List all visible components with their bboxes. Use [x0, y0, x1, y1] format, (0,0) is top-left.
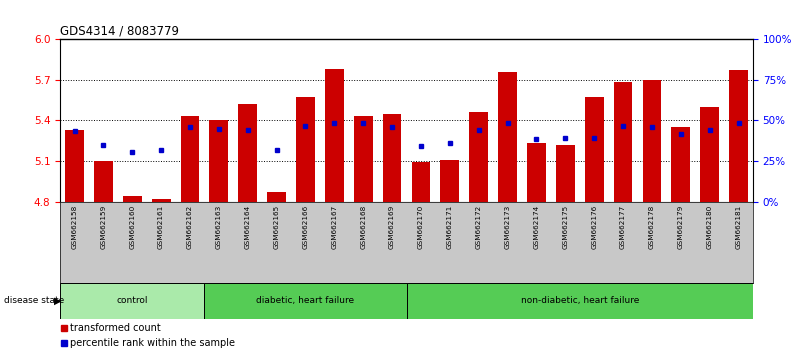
Bar: [498, 72, 517, 202]
Bar: [210, 120, 228, 202]
Bar: [204, 283, 406, 319]
Text: GSM662165: GSM662165: [274, 205, 280, 249]
Text: diabetic, heart failure: diabetic, heart failure: [256, 296, 355, 306]
Text: GSM662177: GSM662177: [620, 205, 626, 249]
Text: GSM662161: GSM662161: [158, 205, 164, 249]
Bar: [406, 283, 753, 319]
Bar: [268, 192, 286, 202]
Text: GSM662158: GSM662158: [71, 205, 78, 249]
Bar: [325, 69, 344, 202]
Text: GSM662172: GSM662172: [476, 205, 481, 249]
Text: control: control: [116, 296, 148, 306]
Bar: [354, 116, 372, 202]
Text: GSM662159: GSM662159: [100, 205, 107, 249]
Bar: [60, 283, 204, 319]
Bar: [729, 70, 748, 202]
Bar: [383, 114, 401, 202]
Bar: [441, 160, 459, 202]
Text: GSM662176: GSM662176: [591, 205, 598, 249]
Text: GSM662164: GSM662164: [245, 205, 251, 249]
Text: GSM662181: GSM662181: [735, 205, 742, 249]
Text: GSM662178: GSM662178: [649, 205, 655, 249]
Text: GSM662168: GSM662168: [360, 205, 366, 249]
Bar: [700, 107, 719, 202]
Text: GSM662175: GSM662175: [562, 205, 568, 249]
Bar: [151, 199, 171, 202]
Text: non-diabetic, heart failure: non-diabetic, heart failure: [521, 296, 639, 306]
Bar: [614, 82, 633, 202]
Text: GSM662167: GSM662167: [332, 205, 337, 249]
Text: GSM662166: GSM662166: [303, 205, 308, 249]
Text: GSM662170: GSM662170: [418, 205, 424, 249]
Text: GSM662163: GSM662163: [215, 205, 222, 249]
Text: GSM662171: GSM662171: [447, 205, 453, 249]
Bar: [585, 97, 603, 202]
Bar: [180, 116, 199, 202]
Text: GSM662160: GSM662160: [129, 205, 135, 249]
Bar: [412, 162, 430, 202]
Bar: [642, 80, 662, 202]
Text: GSM662179: GSM662179: [678, 205, 684, 249]
Text: GSM662180: GSM662180: [706, 205, 713, 249]
Text: GSM662169: GSM662169: [389, 205, 395, 249]
Bar: [123, 196, 142, 202]
Text: GDS4314 / 8083779: GDS4314 / 8083779: [60, 25, 179, 38]
Text: GSM662162: GSM662162: [187, 205, 193, 249]
Bar: [527, 143, 545, 202]
Text: GSM662174: GSM662174: [533, 205, 539, 249]
Bar: [296, 97, 315, 202]
Bar: [65, 130, 84, 202]
Text: disease state: disease state: [4, 296, 64, 306]
Text: percentile rank within the sample: percentile rank within the sample: [70, 338, 235, 348]
Text: GSM662173: GSM662173: [505, 205, 510, 249]
Text: transformed count: transformed count: [70, 322, 161, 332]
Bar: [556, 145, 574, 202]
Bar: [469, 112, 488, 202]
Bar: [239, 104, 257, 202]
Bar: [671, 127, 690, 202]
Text: ▶: ▶: [54, 296, 62, 306]
Bar: [94, 161, 113, 202]
